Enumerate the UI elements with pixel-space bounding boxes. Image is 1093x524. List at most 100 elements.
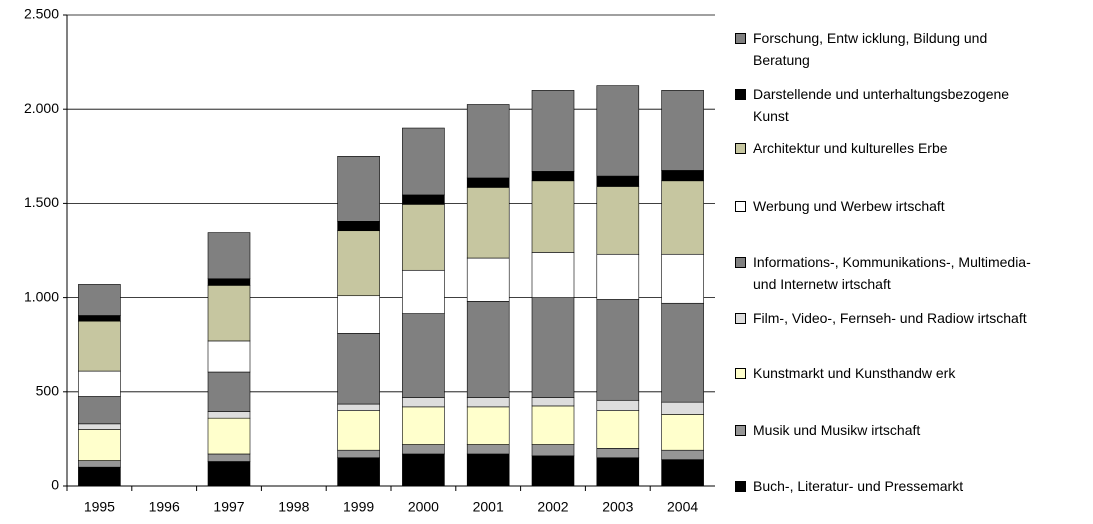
bar-segment <box>402 127 445 196</box>
bar-segment <box>207 278 251 286</box>
legend-label: Informations-, Kommunikations-, Multimed… <box>753 254 1031 292</box>
bar-segment <box>596 448 640 459</box>
legend-item: Forschung, Entw icklung, Bildung und Ber… <box>735 27 1035 71</box>
bar-segment <box>661 401 704 415</box>
bar-segment <box>596 253 640 300</box>
legend-item: Werbung und Werbew irtschaft <box>735 195 1035 217</box>
bar-segment <box>596 186 640 255</box>
bar-segment <box>596 399 640 411</box>
legend-swatch <box>735 481 746 492</box>
bar-segment <box>337 410 380 451</box>
bar-segment <box>78 466 121 487</box>
bar-segment <box>402 204 445 271</box>
legend-item: Musik und Musikw irtschaft <box>735 419 1035 441</box>
bar-segment <box>596 85 640 177</box>
bar-segment <box>337 295 380 334</box>
bar-segment <box>596 175 640 187</box>
bar-segment <box>402 194 445 205</box>
bar-segment <box>337 457 380 487</box>
x-tick-label: 1997 <box>213 499 244 515</box>
y-tick-label: 1.500 <box>24 194 59 210</box>
y-tick-label: 2.000 <box>24 100 59 116</box>
bar-segment <box>207 417 251 455</box>
bar-segment <box>78 429 121 461</box>
bar-segment <box>337 403 380 411</box>
bar-segment <box>531 405 575 445</box>
bar-segment <box>78 460 121 468</box>
legend-item: Informations-, Kommunikations-, Multimed… <box>735 251 1035 295</box>
legend-label: Buch-, Literatur- und Pressemarkt <box>753 478 964 494</box>
bar-segment <box>661 170 704 182</box>
legend-swatch <box>735 425 746 436</box>
legend-label: Musik und Musikw irtschaft <box>753 422 921 438</box>
y-tick-label: 500 <box>36 383 60 399</box>
x-tick-label: 1998 <box>278 499 309 515</box>
y-tick-label: 0 <box>51 477 59 493</box>
legend-swatch <box>735 313 746 324</box>
bar-segment <box>661 414 704 451</box>
bar-segment <box>337 230 380 297</box>
bar-segment <box>402 397 445 408</box>
x-tick-label: 2003 <box>602 499 633 515</box>
bar-segment <box>207 371 251 412</box>
legend-swatch <box>735 257 746 268</box>
legend-item: Film-, Video-, Fernseh- und Radiow irtsc… <box>735 307 1035 329</box>
legend-item: Architektur und kulturelles Erbe <box>735 137 1035 159</box>
legend-label: Darstellende und unterhaltungsbezogene K… <box>753 86 1010 124</box>
bar-segment <box>78 284 121 316</box>
bar-segment <box>661 180 704 255</box>
bar-segment <box>531 297 575 398</box>
bar-segment <box>78 315 121 322</box>
x-tick-label: 1996 <box>149 499 180 515</box>
bar-segment <box>661 253 704 304</box>
bar-segment <box>402 453 445 487</box>
bar-segment <box>596 410 640 449</box>
bar-segment <box>337 156 380 222</box>
bar-segment <box>207 232 251 280</box>
bar-segment <box>661 302 704 403</box>
legend-label: Kunstmarkt und Kunsthandw erk <box>753 365 956 381</box>
bar-segment <box>661 459 704 487</box>
bar-segment <box>466 187 510 259</box>
bar-segment <box>531 397 575 407</box>
bar-segment <box>531 180 575 253</box>
bar-segment <box>337 449 380 459</box>
legend-item: Buch-, Literatur- und Pressemarkt <box>735 475 1035 497</box>
bar-segment <box>207 340 251 373</box>
bar-segment <box>78 320 121 372</box>
bar-segment <box>207 461 251 487</box>
bar-segment <box>466 301 510 398</box>
legend-item: Darstellende und unterhaltungsbezogene K… <box>735 83 1035 127</box>
bar-segment <box>466 406 510 445</box>
bar-segment <box>466 453 510 487</box>
bar-segment <box>402 444 445 455</box>
legend-swatch <box>735 89 746 100</box>
bar-segment <box>402 269 445 314</box>
bar-segment <box>402 406 445 445</box>
legend-swatch <box>735 368 746 379</box>
legend-label: Film-, Video-, Fernseh- und Radiow irtsc… <box>753 310 1027 326</box>
legend-swatch <box>735 143 746 154</box>
x-tick-label: 1995 <box>84 499 115 515</box>
bar-segment <box>531 171 575 182</box>
bar-segment <box>78 423 121 430</box>
y-tick-label: 2.500 <box>24 6 59 22</box>
legend-swatch <box>735 33 746 44</box>
x-tick-label: 2001 <box>473 499 504 515</box>
x-tick-label: 2004 <box>667 499 698 515</box>
legend-label: Forschung, Entw icklung, Bildung und Ber… <box>753 30 988 68</box>
bar-segment <box>466 397 510 408</box>
legend-label: Architektur und kulturelles Erbe <box>753 140 948 156</box>
x-tick-label: 1999 <box>343 499 374 515</box>
bar-segment <box>466 104 510 179</box>
bar-segment <box>531 252 575 298</box>
x-tick-label: 2000 <box>408 499 439 515</box>
legend-item: Kunstmarkt und Kunsthandw erk <box>735 362 1035 384</box>
x-tick-label: 2002 <box>537 499 568 515</box>
bar-segment <box>207 453 251 462</box>
bar-segment <box>531 444 575 457</box>
bar-segment <box>207 411 251 419</box>
bar-segment <box>661 449 704 460</box>
